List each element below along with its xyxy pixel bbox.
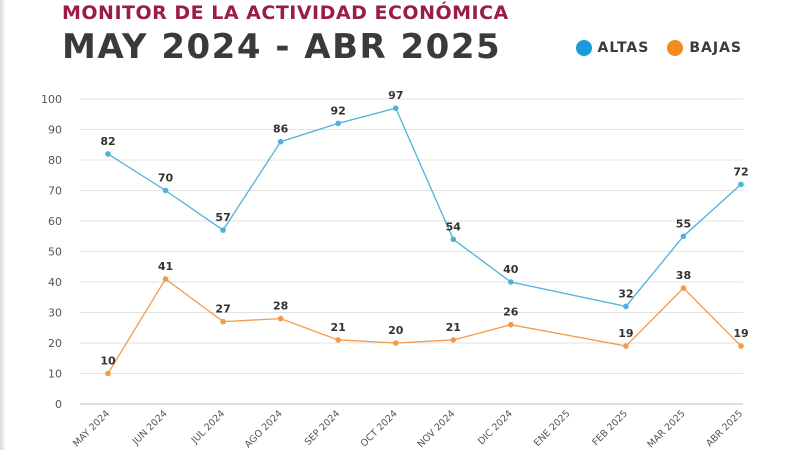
legend-item-bajas: BAJAS [667,40,742,56]
data-point-bajas [680,285,687,291]
data-point-bajas [392,340,399,346]
y-tick-label: 0 [55,398,62,411]
data-point-bajas [450,337,457,343]
data-point-altas [220,227,226,233]
data-point-altas [162,187,169,194]
legend-item-altas: ALTAS [575,40,650,56]
left-edge-shadow [0,0,6,450]
data-label-altas: 32 [618,287,633,300]
data-label-bajas: 19 [733,327,748,340]
data-point-altas [277,138,284,145]
legend-swatch-bajas [667,40,684,56]
data-point-bajas [738,343,744,349]
data-point-altas [392,105,399,111]
data-label-altas: 57 [215,211,230,224]
y-tick-label: 90 [48,124,62,137]
data-label-altas: 40 [503,263,519,276]
x-tick-label: ENE 2025 [532,408,573,449]
data-point-altas [680,233,687,240]
chart-subtitle: MONITOR DE LA ACTIVIDAD ECONÓMICA [62,2,509,24]
x-tick-label: MAY 2024 [71,408,112,449]
data-label-bajas: 41 [158,260,173,273]
y-tick-label: 100 [41,93,62,106]
data-point-bajas [508,321,514,328]
legend-label-altas: ALTAS [597,40,650,56]
data-point-bajas [105,370,111,377]
data-point-bajas [162,276,169,282]
data-point-altas [450,236,457,243]
series-line-altas [107,107,742,308]
y-tick-label: 60 [48,215,62,228]
data-label-altas: 97 [388,89,403,102]
y-tick-label: 40 [48,276,62,289]
x-tick-label: AGO 2024 [243,408,285,450]
data-label-bajas: 20 [388,324,404,337]
legend-swatch-altas [575,40,592,56]
x-tick-label: ABR 2025 [704,408,745,449]
y-tick-label: 30 [48,307,62,320]
x-tick-label: SEP 2024 [303,408,343,448]
y-tick-label: 70 [48,185,62,198]
data-label-altas: 54 [446,220,462,233]
legend: ALTAS BAJAS [575,40,742,56]
data-label-altas: 86 [273,123,289,136]
data-point-altas [335,120,341,127]
y-tick-label: 10 [48,368,62,381]
data-label-bajas: 27 [215,303,230,316]
data-label-bajas: 19 [618,327,633,340]
data-point-altas [623,303,629,310]
data-point-bajas [623,343,629,349]
data-point-altas [105,151,111,157]
series-line-bajas [107,278,742,374]
x-tick-label: MAR 2025 [646,408,688,450]
x-tick-label: FEB 2025 [590,408,630,448]
chart-title: MAY 2024 - ABR 2025 [62,27,502,67]
data-label-altas: 70 [158,172,174,185]
data-point-altas [508,279,514,285]
data-label-altas: 92 [331,104,346,117]
y-tick-label: 20 [48,337,62,350]
data-label-bajas: 38 [676,269,691,282]
data-label-bajas: 28 [273,300,288,313]
data-point-altas [738,181,744,188]
data-point-bajas [335,337,341,343]
y-tick-label: 50 [48,246,62,259]
data-label-altas: 55 [676,217,691,230]
data-label-bajas: 26 [503,306,519,319]
y-tick-label: 80 [48,154,62,167]
x-tick-label: NOV 2024 [416,408,458,450]
data-point-bajas [220,318,226,325]
data-label-bajas: 21 [446,321,461,334]
legend-label-bajas: BAJAS [689,40,742,56]
data-label-bajas: 21 [331,321,346,334]
x-tick-label: OCT 2024 [359,408,400,449]
data-point-bajas [277,315,284,322]
x-tick-label: JUL 2024 [189,408,227,446]
data-label-bajas: 10 [100,355,116,368]
x-tick-label: JUN 2024 [130,408,170,448]
data-label-altas: 72 [733,165,748,178]
x-tick-label: DIC 2024 [476,408,515,447]
data-label-altas: 82 [100,135,115,148]
